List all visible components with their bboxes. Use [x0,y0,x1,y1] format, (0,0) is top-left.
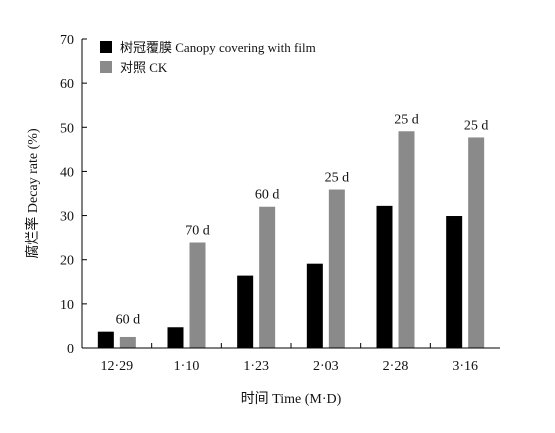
x-tick-label: 1·10 [174,359,200,374]
bar-ck [259,206,276,348]
legend-label-ck: 对照 CK [120,60,168,75]
bar-ck [119,336,136,348]
x-tick-label: 2·03 [313,359,339,374]
bar-canopy [97,331,114,348]
y-tick-label: 50 [60,121,74,136]
x-tick-label: 12·29 [100,359,133,374]
bar-annotation: 70 d [185,223,210,238]
bars [97,131,485,348]
legend-swatch-ck [100,61,112,73]
y-tick-label: 20 [60,254,74,269]
legend-swatch-canopy [100,41,112,53]
bar-ck [328,189,345,348]
x-tick-label: 3·16 [452,359,478,374]
x-axis-title: 时间 Time (M·D) [241,391,342,407]
bar-annotation: 60 d [116,313,141,328]
bar-canopy [306,263,323,348]
bar-annotation: 60 d [255,188,280,203]
bar-canopy [237,275,254,348]
bar-annotation: 25 d [325,171,350,186]
y-tick-label: 0 [67,342,74,357]
bar-ck [398,131,415,348]
legend-label-canopy: 树冠覆膜 Canopy covering with film [120,40,316,55]
y-axis-ticks: 0 10 20 30 40 50 60 70 [60,33,87,357]
y-tick-label: 40 [60,165,74,180]
x-axis-ticks: 12·29 1·10 1·23 2·03 2·28 3·16 [100,343,478,374]
y-tick-label: 70 [60,33,74,48]
bar-ck [189,242,206,348]
bar-annotation: 25 d [464,118,489,133]
bar-labels: 60 d 70 d 60 d 25 d 25 d 25 d [116,112,489,327]
bar-annotation: 25 d [394,112,419,127]
y-tick-label: 10 [60,298,74,313]
bar-ck [468,137,485,348]
x-tick-label: 2·28 [383,359,409,374]
bar-canopy [446,216,463,348]
bar-canopy [167,327,184,348]
y-axis-title: 腐烂率 Decay rate (%) [24,128,41,259]
legend: 树冠覆膜 Canopy covering with film 对照 CK [100,40,316,75]
y-tick-label: 60 [60,77,74,92]
x-tick-label: 1·23 [243,359,269,374]
y-tick-label: 30 [60,210,74,225]
bar-canopy [376,205,393,348]
